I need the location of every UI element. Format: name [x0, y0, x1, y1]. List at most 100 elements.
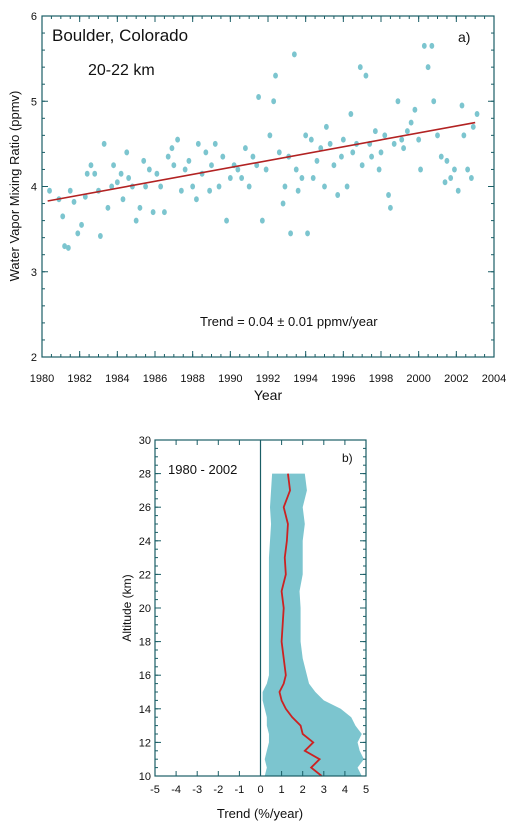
data-point: [421, 42, 427, 49]
data-point: [327, 140, 333, 147]
data-point: [399, 136, 405, 143]
data-point: [47, 187, 52, 194]
data-point: [105, 204, 111, 211]
y-axis-ticks-b: 10 12 14 16 18 20 22 24 26 28 30: [139, 435, 366, 783]
data-point: [267, 132, 273, 139]
data-point: [369, 153, 374, 160]
data-point: [465, 166, 471, 173]
chart-title: Boulder, Colorado: [52, 26, 188, 45]
data-point: [276, 149, 282, 156]
chart-subtitle: 20-22 km: [88, 62, 155, 79]
x-tick-label: 1998: [369, 373, 393, 385]
data-point: [425, 64, 431, 71]
data-point: [143, 183, 148, 190]
data-point: [263, 166, 269, 173]
panel-label-b: b): [342, 451, 353, 465]
data-point: [331, 162, 337, 169]
data-point: [305, 230, 310, 237]
data-point: [195, 140, 201, 147]
data-point: [109, 183, 115, 190]
x-tick-label: -1: [235, 784, 245, 796]
data-point: [273, 72, 278, 79]
y-axis-label: Water Vapor Mixing Ratio (ppmv): [7, 91, 22, 282]
x-axis-label-b: Trend (%/year): [217, 806, 303, 821]
data-point: [429, 42, 435, 49]
data-point: [435, 132, 440, 139]
data-point: [322, 183, 327, 190]
data-point: [404, 128, 410, 135]
x-axis-ticks: 1980 1982 1984 1986 1988 1990 1992 1994 1996 1998…: [30, 16, 506, 385]
x-tick-label: 1986: [143, 373, 167, 385]
data-point: [118, 170, 124, 177]
data-point: [246, 183, 252, 190]
data-point: [133, 217, 139, 224]
data-point: [438, 153, 444, 160]
data-point: [461, 132, 467, 139]
data-point: [235, 166, 241, 173]
data-point: [203, 149, 209, 156]
data-point: [82, 193, 88, 200]
data-point: [150, 209, 156, 216]
data-point: [207, 187, 213, 194]
data-point: [431, 98, 437, 105]
data-point: [444, 157, 450, 164]
x-tick-label: 1990: [218, 373, 242, 385]
data-point: [67, 187, 73, 194]
data-point: [291, 51, 297, 58]
y-tick-label: 10: [139, 771, 151, 783]
data-point: [408, 119, 414, 126]
data-point: [282, 183, 288, 190]
data-point: [92, 170, 98, 177]
trend-profile-line: [278, 473, 323, 777]
plot-frame-b: [154, 439, 367, 777]
data-point: [75, 230, 81, 237]
x-tick-label: -5: [150, 784, 160, 796]
uncertainty-band-area: [262, 473, 364, 776]
y-tick-label: 20: [139, 603, 151, 615]
data-point: [295, 187, 301, 194]
data-point: [60, 213, 66, 220]
data-point: [363, 72, 369, 79]
y-tick-label: 16: [139, 670, 151, 682]
x-tick-label: 2: [300, 784, 306, 796]
data-point: [395, 98, 401, 105]
data-point: [88, 162, 94, 169]
data-point: [359, 162, 365, 169]
data-point: [146, 166, 152, 173]
trend-annotation: Trend = 0.04 ± 0.01 ppmv/year: [200, 314, 378, 329]
data-point: [378, 149, 384, 156]
data-point: [340, 136, 346, 143]
data-point: [459, 102, 465, 109]
data-point: [357, 64, 363, 71]
x-tick-label: 1988: [180, 373, 204, 385]
data-point: [182, 166, 188, 173]
data-point: [186, 157, 192, 164]
x-tick-label: -4: [171, 784, 181, 796]
data-point: [243, 145, 248, 152]
data-point: [65, 244, 71, 251]
data-point: [141, 157, 147, 164]
data-point: [212, 140, 218, 147]
data-point: [254, 162, 260, 169]
data-point: [314, 157, 320, 164]
data-point: [165, 153, 171, 160]
data-point: [239, 174, 245, 181]
data-point: [101, 140, 107, 147]
panel-label-a: a): [458, 29, 470, 45]
data-point: [372, 128, 378, 135]
data-point: [335, 192, 341, 199]
data-point: [344, 183, 350, 190]
data-point: [190, 183, 196, 190]
trend-line: [47, 121, 476, 202]
data-point: [318, 145, 324, 152]
data-point: [97, 232, 103, 239]
data-point: [452, 166, 457, 173]
data-point: [469, 174, 474, 181]
data-point: [178, 187, 184, 194]
x-tick-label: -2: [213, 784, 223, 796]
data-point: [79, 221, 84, 228]
y-tick-label: 12: [139, 737, 151, 749]
y-tick-label: 28: [139, 469, 151, 481]
y-axis-label-b: Altitude (km): [120, 574, 134, 641]
